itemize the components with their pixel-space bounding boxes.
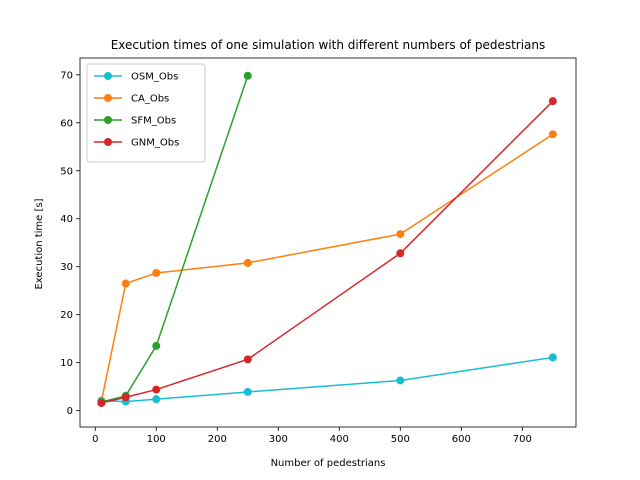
legend-label-osm-obs: OSM_Obs bbox=[131, 72, 178, 83]
y-tick-label: 50 bbox=[60, 166, 73, 177]
legend-marker-gnm-obs bbox=[104, 138, 112, 146]
data-point-gnm-obs bbox=[152, 385, 161, 394]
data-point-osm-obs bbox=[243, 387, 252, 396]
series-line-gnm-obs bbox=[100, 100, 554, 404]
x-tick-label: 500 bbox=[391, 434, 410, 445]
y-tick-label: 30 bbox=[60, 262, 73, 273]
legend-label-gnm-obs: GNM_Obs bbox=[131, 138, 179, 149]
legend-box bbox=[86, 63, 206, 163]
y-axis-label: Execution time [s] bbox=[34, 198, 45, 289]
data-point-ca-obs bbox=[243, 258, 252, 267]
data-point-gnm-obs bbox=[97, 399, 106, 408]
y-tick-label: 60 bbox=[60, 118, 73, 129]
data-point-osm-obs bbox=[548, 353, 557, 362]
series-line-ca-obs bbox=[100, 133, 554, 403]
data-point-ca-obs bbox=[152, 268, 161, 277]
x-tick-label: 200 bbox=[208, 434, 227, 445]
x-tick-label: 400 bbox=[330, 434, 349, 445]
data-point-gnm-obs bbox=[243, 355, 252, 364]
data-point-osm-obs bbox=[396, 376, 405, 385]
legend-marker-sfm-obs bbox=[104, 116, 112, 124]
y-tick-label: 40 bbox=[60, 214, 73, 225]
y-tick-label: 0 bbox=[67, 406, 73, 417]
chart-title: Execution times of one simulation with d… bbox=[111, 38, 546, 52]
y-tick-label: 70 bbox=[60, 70, 73, 81]
data-point-sfm-obs bbox=[243, 71, 252, 80]
series-line-sfm-obs bbox=[100, 74, 249, 403]
data-point-ca-obs bbox=[396, 230, 405, 239]
x-tick-label: 300 bbox=[269, 434, 288, 445]
x-tick-label: 0 bbox=[92, 434, 98, 445]
data-point-gnm-obs bbox=[396, 249, 405, 258]
y-tick-label: 10 bbox=[60, 358, 73, 369]
y-tick-label: 20 bbox=[60, 310, 73, 321]
data-point-ca-obs bbox=[121, 279, 130, 288]
data-point-gnm-obs bbox=[548, 97, 557, 106]
x-tick-label: 700 bbox=[513, 434, 532, 445]
data-point-osm-obs bbox=[152, 395, 161, 404]
plot-area: 0 100 200 300 400 500 600 700 0 10 20 30 40 50 60 70 OSM… bbox=[60, 57, 577, 445]
series-line-osm-obs bbox=[100, 356, 554, 403]
data-point-sfm-obs bbox=[152, 341, 161, 350]
x-axis-label: Number of pedestrians bbox=[271, 458, 386, 469]
legend-label-ca-obs: CA_Obs bbox=[131, 94, 169, 105]
x-tick-label: 600 bbox=[452, 434, 471, 445]
axes-frame bbox=[79, 57, 577, 428]
legend-label-sfm-obs: SFM_Obs bbox=[131, 116, 176, 127]
data-point-ca-obs bbox=[548, 130, 557, 139]
legend: OSM_Obs CA_Obs SFM_Obs GNM_Obs bbox=[86, 63, 206, 163]
legend-marker-ca-obs bbox=[104, 94, 112, 102]
legend-marker-osm-obs bbox=[104, 72, 112, 80]
x-tick-label: 100 bbox=[147, 434, 166, 445]
data-point-gnm-obs bbox=[121, 393, 130, 402]
